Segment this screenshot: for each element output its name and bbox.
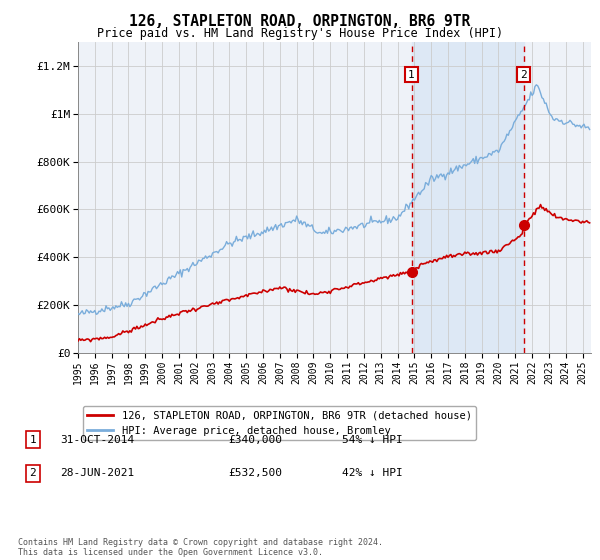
Text: Price paid vs. HM Land Registry's House Price Index (HPI): Price paid vs. HM Land Registry's House …: [97, 27, 503, 40]
Text: 1: 1: [29, 435, 37, 445]
Text: 2: 2: [29, 468, 37, 478]
Text: 1: 1: [408, 69, 415, 80]
Text: 126, STAPLETON ROAD, ORPINGTON, BR6 9TR: 126, STAPLETON ROAD, ORPINGTON, BR6 9TR: [130, 14, 470, 29]
Text: 42% ↓ HPI: 42% ↓ HPI: [342, 468, 403, 478]
Text: £532,500: £532,500: [228, 468, 282, 478]
Text: Contains HM Land Registry data © Crown copyright and database right 2024.
This d: Contains HM Land Registry data © Crown c…: [18, 538, 383, 557]
Text: 28-JUN-2021: 28-JUN-2021: [60, 468, 134, 478]
Text: 54% ↓ HPI: 54% ↓ HPI: [342, 435, 403, 445]
Bar: [412, 42, 524, 353]
Legend: 126, STAPLETON ROAD, ORPINGTON, BR6 9TR (detached house), HPI: Average price, de: 126, STAPLETON ROAD, ORPINGTON, BR6 9TR …: [83, 406, 476, 440]
Text: 2: 2: [520, 69, 527, 80]
Text: £340,000: £340,000: [228, 435, 282, 445]
Text: 31-OCT-2014: 31-OCT-2014: [60, 435, 134, 445]
